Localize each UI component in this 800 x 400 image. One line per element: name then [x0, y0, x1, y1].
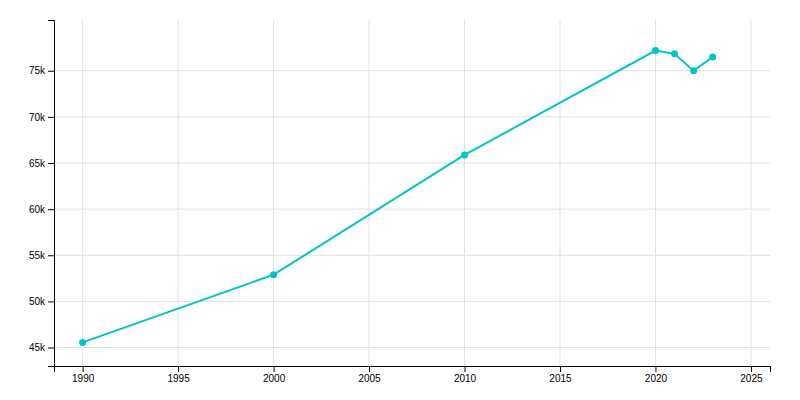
- x-tick-mark: [465, 366, 466, 372]
- x-tick: 2000: [263, 366, 286, 384]
- grid-line-x: [559, 20, 560, 366]
- y-tick: 55k: [29, 250, 54, 261]
- grid-line-x: [750, 20, 751, 366]
- grid: [54, 20, 770, 366]
- x-tick-mark: [369, 366, 370, 372]
- plot-area: 1990 1995 2000 2005 2010 2015 2020 2025 45k 50k 55…: [29, 20, 771, 384]
- grid-line-y: [54, 209, 770, 210]
- y-tick: 50k: [29, 296, 54, 307]
- point: [652, 47, 659, 54]
- y-tick-label: 50k: [29, 296, 46, 307]
- x-tick-mark: [655, 366, 656, 372]
- x-tick: 1990: [72, 366, 95, 384]
- y-tick-label: 75k: [29, 65, 46, 76]
- y-tick-mark: [48, 71, 54, 72]
- y-tick-mark: [48, 117, 54, 118]
- grid-line-x: [178, 20, 179, 366]
- chart: 1990 1995 2000 2005 2010 2015 2020 2025 45k 50k 55…: [0, 0, 800, 400]
- y-tick-mark: [48, 209, 54, 210]
- grid-line-x: [273, 20, 274, 366]
- y-axis: 45k 50k 55k 60k 65k 70k 75k: [29, 21, 55, 367]
- x-tick: 2025: [740, 366, 763, 384]
- point: [79, 339, 86, 346]
- grid-line-x: [655, 20, 656, 366]
- y-tick-mark: [48, 301, 54, 302]
- point: [270, 271, 277, 278]
- y-tick-label: 60k: [29, 204, 46, 215]
- x-tick-mark: [560, 366, 561, 372]
- grid-line-y: [54, 347, 770, 348]
- y-tick: 45k: [29, 342, 54, 353]
- y-tick-label: 45k: [29, 342, 46, 353]
- y-tick-mark: [48, 163, 54, 164]
- grid-line-x: [464, 20, 465, 366]
- x-tick-label: 2005: [358, 373, 381, 384]
- grid-line-y: [54, 116, 770, 117]
- x-axis: 1990 1995 2000 2005 2010 2015 2020 2025: [55, 366, 771, 384]
- y-tick: 75k: [29, 65, 54, 76]
- grid-line-y: [54, 255, 770, 256]
- y-tick-mark: [48, 255, 54, 256]
- x-tick-mark: [274, 366, 275, 372]
- x-axis-line: [55, 367, 771, 373]
- x-tick: 2015: [549, 366, 572, 384]
- grid-line-x: [369, 20, 370, 366]
- y-axis-line: [48, 21, 55, 367]
- y-tick: 60k: [29, 204, 54, 215]
- grid-line-y: [54, 163, 770, 164]
- x-tick: 1995: [167, 366, 190, 384]
- marks: [79, 47, 716, 346]
- line: [83, 51, 713, 343]
- point: [671, 50, 678, 57]
- x-tick: 2020: [645, 366, 668, 384]
- y-tick-label: 65k: [29, 158, 46, 169]
- x-tick-label: 2020: [645, 373, 668, 384]
- x-tick-mark: [178, 366, 179, 372]
- y-tick-mark: [48, 348, 54, 349]
- grid-line-x: [82, 20, 83, 366]
- x-tick-label: 2010: [454, 373, 477, 384]
- x-tick: 2010: [454, 366, 477, 384]
- point: [461, 151, 468, 158]
- y-tick-label: 70k: [29, 112, 46, 123]
- y-tick: 65k: [29, 158, 54, 169]
- grid-line-y: [54, 70, 770, 71]
- x-tick-label: 1995: [167, 373, 190, 384]
- x-tick-label: 2000: [263, 373, 286, 384]
- x-tick-mark: [751, 366, 752, 372]
- point: [709, 53, 716, 60]
- point: [690, 67, 697, 74]
- x-tick-mark: [83, 366, 84, 372]
- y-tick-label: 55k: [29, 250, 46, 261]
- grid-line-y: [54, 301, 770, 302]
- y-tick: 70k: [29, 112, 54, 123]
- x-tick-label: 1990: [72, 373, 95, 384]
- x-tick: 2005: [358, 366, 381, 384]
- x-tick-label: 2015: [549, 373, 572, 384]
- x-tick-label: 2025: [740, 373, 763, 384]
